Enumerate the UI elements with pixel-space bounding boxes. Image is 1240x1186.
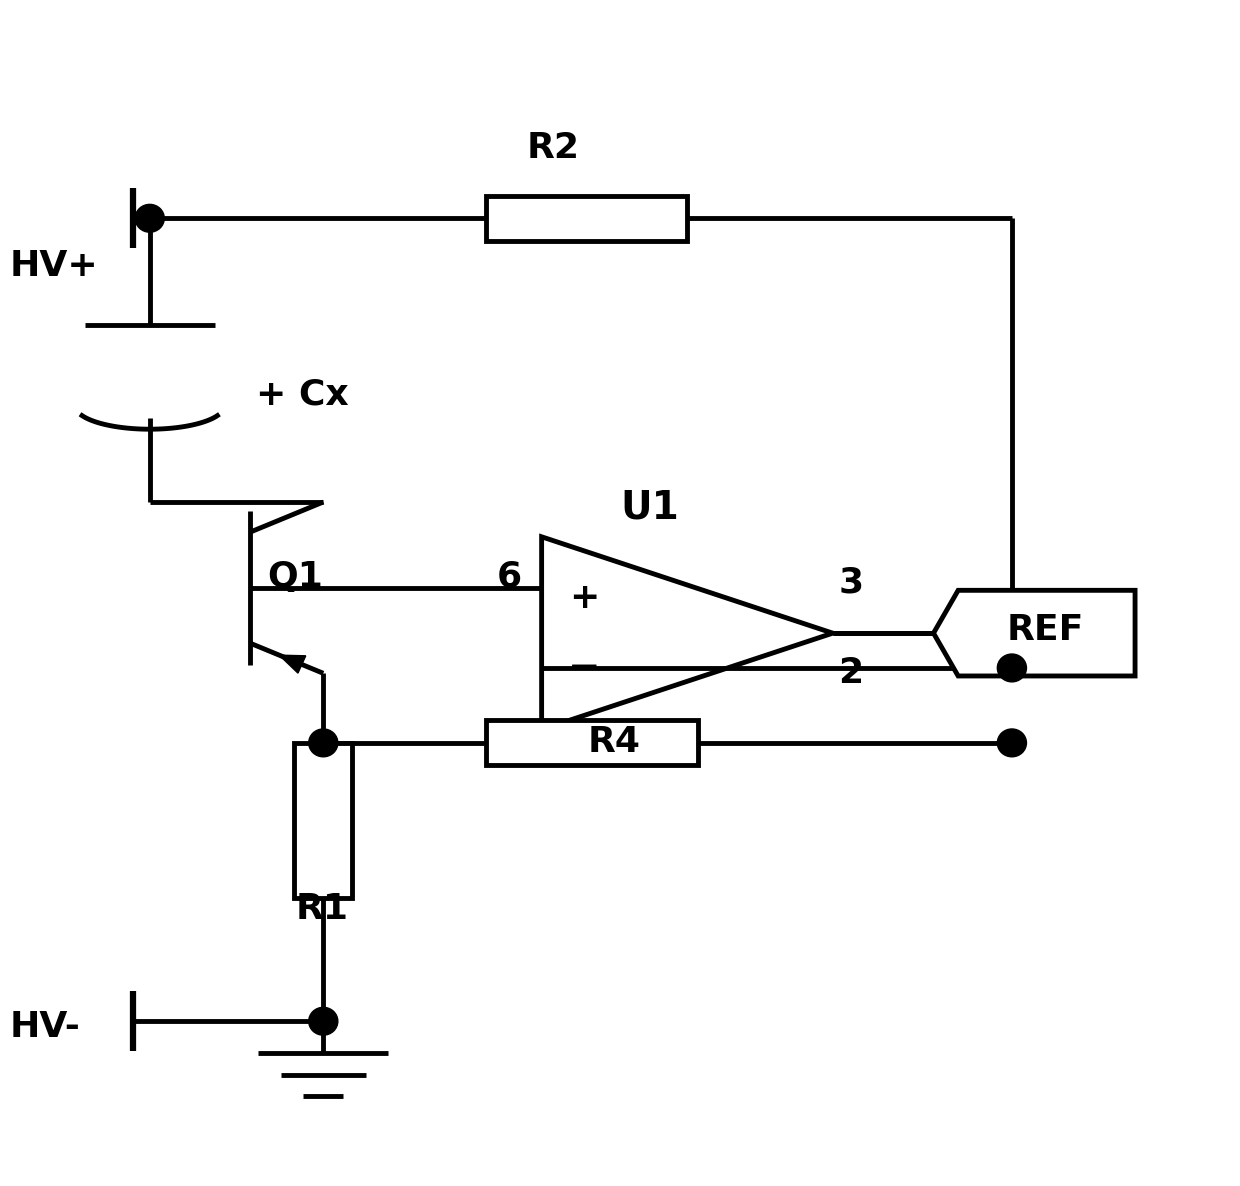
Circle shape	[997, 729, 1027, 757]
Text: −: −	[568, 649, 600, 687]
Text: U1: U1	[620, 489, 678, 527]
Text: R1: R1	[295, 892, 348, 926]
Circle shape	[309, 1007, 337, 1035]
Polygon shape	[542, 537, 833, 729]
Text: R2: R2	[526, 130, 579, 165]
Polygon shape	[934, 591, 1135, 676]
Text: +: +	[569, 581, 599, 616]
Text: R4: R4	[588, 725, 641, 759]
Bar	[486, 196, 687, 241]
Polygon shape	[279, 655, 306, 674]
Bar	[486, 720, 698, 765]
Text: 3: 3	[838, 566, 863, 599]
Text: HV+: HV+	[10, 249, 98, 283]
Text: REF: REF	[1007, 613, 1084, 648]
Text: + Cx: + Cx	[257, 378, 348, 412]
Text: 2: 2	[838, 656, 863, 690]
Bar	[294, 742, 352, 898]
Circle shape	[997, 653, 1027, 682]
Circle shape	[309, 729, 337, 757]
Text: Q1: Q1	[268, 560, 324, 594]
Text: HV-: HV-	[10, 1009, 81, 1044]
Text: 6: 6	[497, 560, 522, 594]
Circle shape	[135, 204, 164, 232]
